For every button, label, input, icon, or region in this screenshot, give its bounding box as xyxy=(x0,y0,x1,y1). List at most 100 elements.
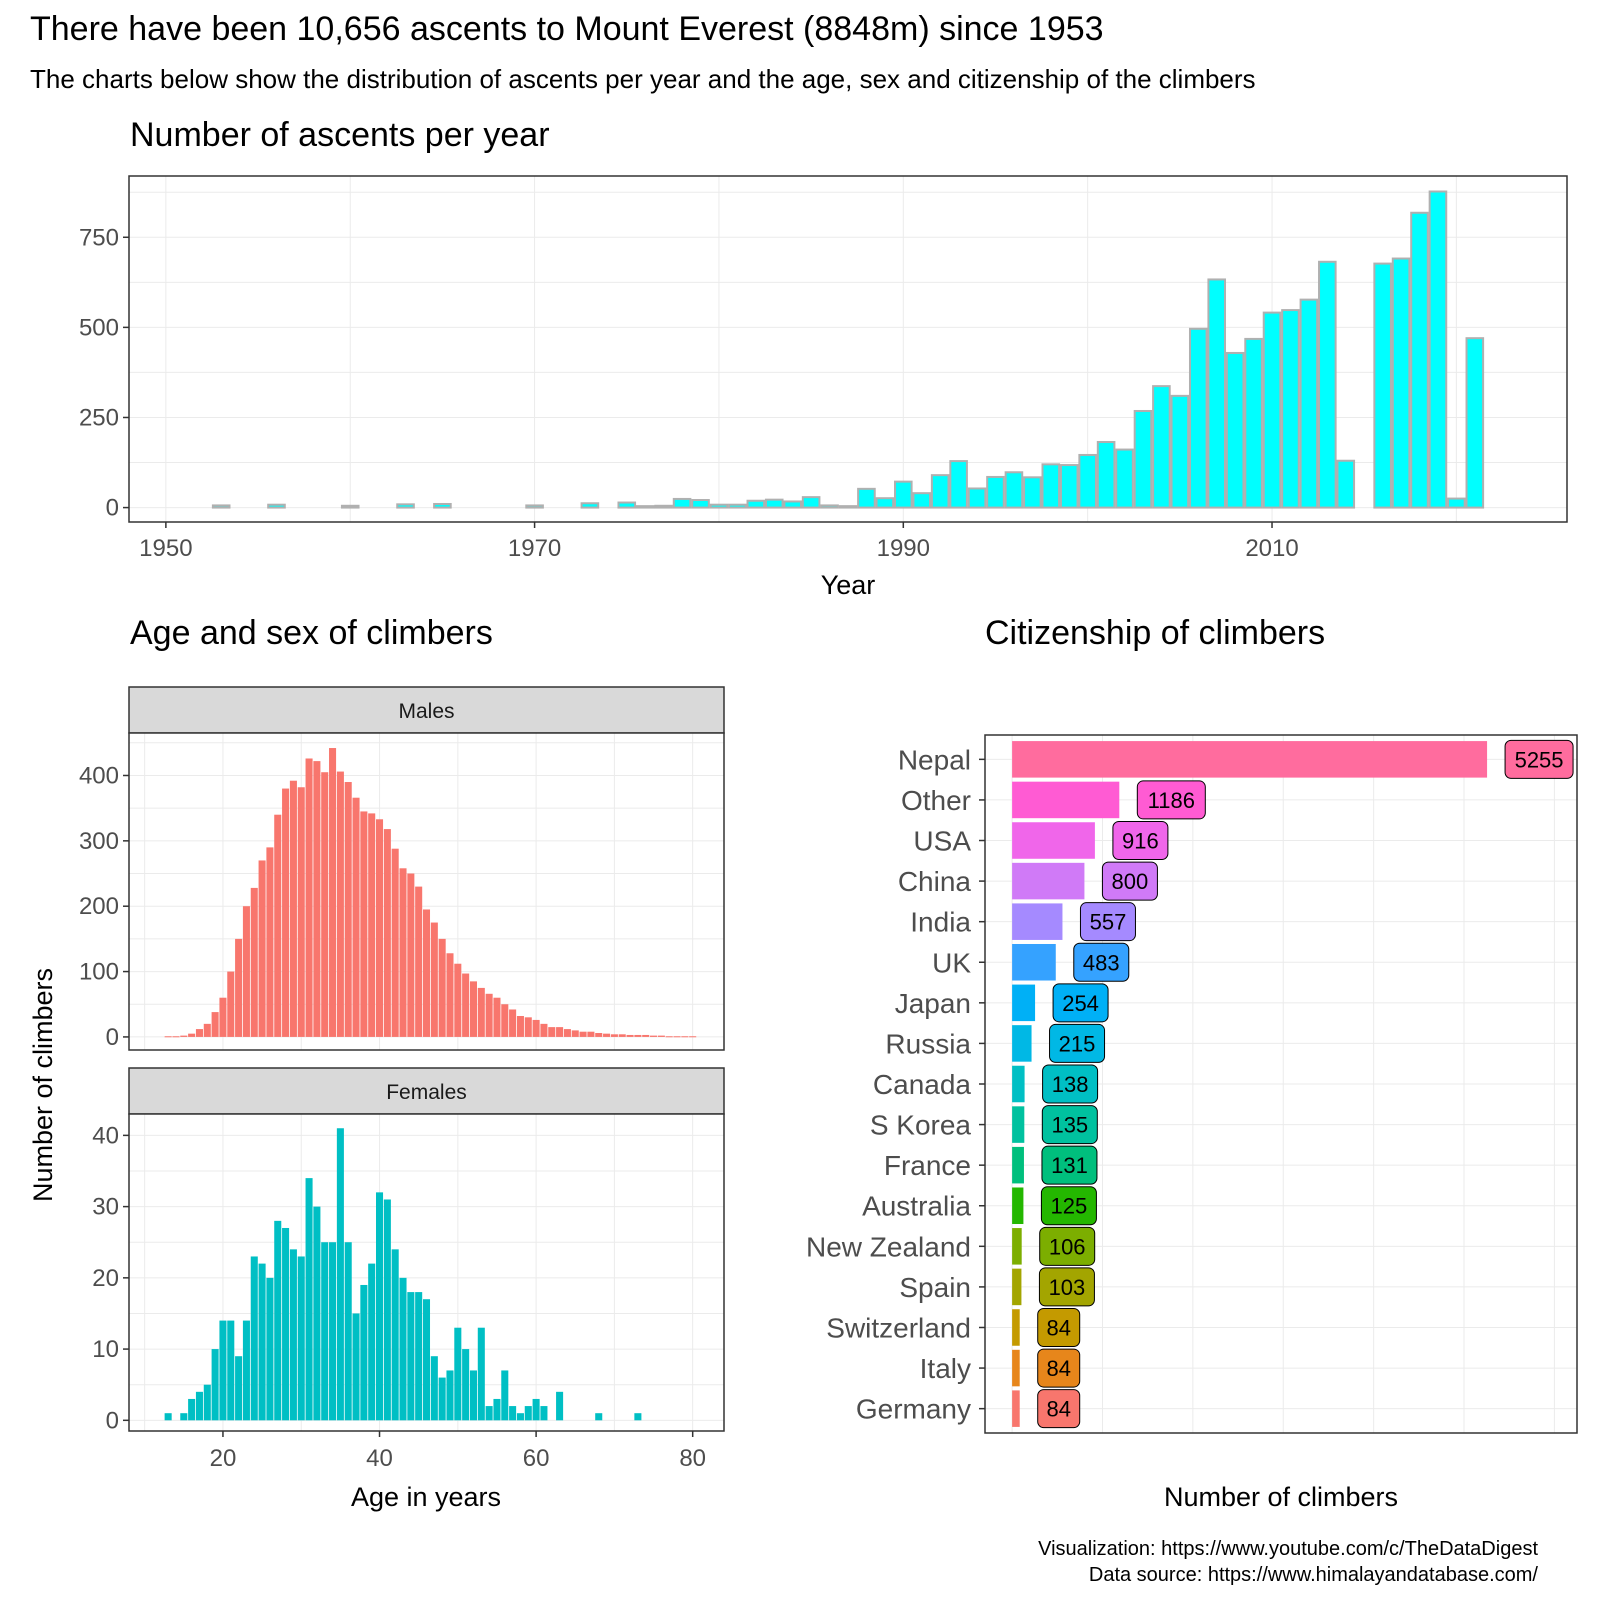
year-bar xyxy=(211,504,231,509)
females-age-bar xyxy=(336,1128,344,1421)
age-x-tick-label: 80 xyxy=(679,1445,706,1472)
females-age-bar xyxy=(203,1384,211,1421)
citizenship-value-label-box xyxy=(1040,1186,1097,1226)
males-age-bar xyxy=(391,848,399,1037)
citizenship-value-label: 131 xyxy=(1051,1153,1088,1178)
females-age-bar xyxy=(391,1249,399,1421)
citizenship-value-label-box xyxy=(1101,861,1158,901)
males-y-tick-label: 100 xyxy=(79,959,119,986)
year-bar xyxy=(949,460,968,509)
year-bar xyxy=(1262,311,1282,509)
females-age-bar xyxy=(493,1398,501,1421)
citizenship-category-label: Other xyxy=(901,785,971,816)
year-bar xyxy=(1318,260,1337,509)
males-age-bar xyxy=(626,1034,634,1037)
year-bar xyxy=(912,492,932,509)
year-bar xyxy=(728,503,747,509)
males-age-bar xyxy=(501,1004,509,1037)
males-age-bar xyxy=(563,1029,571,1037)
citizenship-bar xyxy=(1012,1309,1020,1346)
year-bar xyxy=(1041,463,1061,509)
year-bar xyxy=(857,487,876,509)
citizenship-value-label-box xyxy=(1504,739,1574,779)
males-age-bar xyxy=(415,886,423,1037)
females-age-bar xyxy=(164,1413,172,1421)
citizenship-value-label: 254 xyxy=(1062,991,1099,1016)
year-bar xyxy=(672,497,692,509)
males-age-bar xyxy=(446,953,454,1037)
females-age-bar xyxy=(376,1192,384,1421)
citizenship-bar xyxy=(1012,781,1120,819)
males-age-bar xyxy=(665,1036,673,1038)
females-age-bar xyxy=(422,1299,431,1421)
citizenship-value-label: 215 xyxy=(1059,1031,1096,1056)
females-age-bar xyxy=(195,1391,203,1421)
females-age-bar xyxy=(360,1284,368,1421)
age-x-tick-label: 60 xyxy=(523,1445,550,1472)
year-bar xyxy=(396,503,415,509)
year-bar xyxy=(1447,497,1466,509)
year-bar xyxy=(1336,459,1356,509)
citizenship-bar xyxy=(1012,903,1063,940)
year-bar xyxy=(1391,257,1411,509)
citizenship-category-label: Russia xyxy=(885,1028,971,1059)
females-age-bar xyxy=(250,1256,258,1421)
females-age-bar xyxy=(595,1413,603,1421)
year-bar xyxy=(986,475,1005,509)
citizenship-value-label-box xyxy=(1037,1348,1081,1388)
females-age-bar xyxy=(556,1391,564,1421)
ascents-x-tick-label: 1990 xyxy=(877,535,930,562)
females-age-bar xyxy=(329,1242,337,1421)
citizenship-value-label-box xyxy=(1052,983,1109,1023)
females-y-tick-label: 0 xyxy=(106,1407,119,1434)
males-age-bar xyxy=(673,1036,681,1038)
citizenship-value-label-box xyxy=(1037,1389,1081,1429)
females-age-bar xyxy=(188,1398,196,1421)
citizenship-category-label: New Zealand xyxy=(806,1231,971,1262)
females-age-bar xyxy=(407,1292,415,1421)
females-age-bar xyxy=(258,1263,266,1421)
citizenship-value-label: 138 xyxy=(1052,1072,1089,1097)
males-age-bar xyxy=(532,1019,540,1037)
ascents-chart-title: Number of ascents per year xyxy=(130,116,550,154)
year-bar xyxy=(820,504,839,509)
year-bar xyxy=(1299,298,1319,509)
males-age-bar xyxy=(540,1023,548,1037)
males-age-bar xyxy=(462,973,470,1037)
citizenship-category-label: Australia xyxy=(862,1191,971,1222)
year-bar xyxy=(875,497,895,509)
ascents-y-tick-label: 500 xyxy=(79,314,119,341)
year-bar xyxy=(801,496,821,509)
citizenship-bar xyxy=(1012,1025,1032,1062)
males-y-tick-label: 400 xyxy=(79,762,119,789)
citizenship-bar xyxy=(1012,862,1085,900)
citizenship-category-label: Germany xyxy=(856,1394,971,1425)
males-age-bar xyxy=(681,1036,689,1038)
males-age-bar xyxy=(438,938,446,1037)
females-age-bar xyxy=(297,1256,305,1421)
citizenship-bar xyxy=(1012,1228,1022,1265)
citizenship-category-label: Spain xyxy=(899,1272,971,1303)
females-age-bar xyxy=(313,1206,321,1421)
males-age-bar xyxy=(430,922,438,1037)
females-age-bar xyxy=(274,1220,282,1421)
males-age-bar xyxy=(587,1031,595,1037)
citizenship-value-label: 916 xyxy=(1122,829,1159,854)
males-age-bar xyxy=(548,1027,556,1037)
citizenship-category-label: Japan xyxy=(895,988,971,1019)
citizenship-value-label-box xyxy=(1136,780,1206,820)
ascents-x-tick-label: 2010 xyxy=(1245,535,1298,562)
year-bar xyxy=(1428,190,1448,509)
males-age-bar xyxy=(297,787,305,1037)
males-age-bar xyxy=(266,847,274,1037)
citizenship-value-label: 106 xyxy=(1049,1234,1086,1259)
year-bar xyxy=(691,499,710,509)
year-bar xyxy=(617,501,637,509)
females-age-bar xyxy=(180,1413,188,1421)
males-age-bar xyxy=(579,1031,587,1037)
males-y-tick-label: 0 xyxy=(106,1024,119,1051)
year-bar xyxy=(1078,453,1097,509)
year-bar xyxy=(1152,385,1171,509)
females-age-bar xyxy=(282,1227,290,1421)
